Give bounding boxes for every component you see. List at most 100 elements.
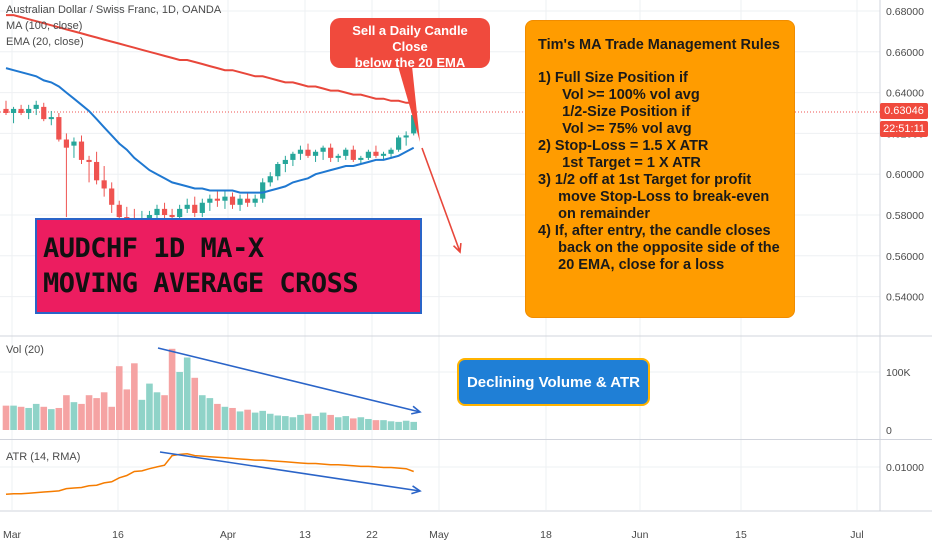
rule-line: 3) 1/2 off at 1st Target for profit — [538, 172, 752, 188]
volume-bar — [289, 417, 297, 430]
candle-countdown-tag: 22:51:11 — [880, 121, 928, 137]
volume-bar — [55, 407, 63, 430]
candle-body — [101, 180, 107, 189]
candle-body — [305, 149, 311, 156]
price-tick-label: 0.56000 — [886, 251, 924, 263]
annotation-arrows — [157, 66, 462, 495]
rule-line: 1st Target = 1 X ATR — [538, 155, 701, 171]
candle-body — [229, 196, 236, 205]
volume-bar — [334, 417, 342, 430]
candle-body — [18, 108, 24, 113]
volume-tick-label: 100K — [886, 367, 911, 379]
volume-bar — [108, 406, 115, 430]
volume-bar — [131, 363, 138, 430]
volume-bar — [266, 413, 274, 430]
rule-line: 1/2-Size Position if — [538, 104, 691, 120]
candle-body — [116, 204, 122, 218]
volume-bar — [410, 421, 417, 430]
volume-bar — [327, 414, 334, 430]
volume-bar — [357, 417, 365, 430]
volume-bar — [63, 395, 70, 430]
volume-bar — [244, 409, 251, 430]
time-axis-label: 13 — [299, 529, 311, 541]
candle-body — [275, 164, 281, 177]
ma-100-line — [6, 14, 414, 104]
sell-direction-arrow-head — [452, 242, 462, 254]
candle-body — [328, 147, 334, 158]
candle-body — [78, 141, 85, 160]
atr-legend: ATR (14, RMA) — [6, 451, 81, 463]
time-axis-label: Apr — [220, 529, 237, 541]
price-tick-label: 0.54000 — [886, 292, 924, 304]
volume-bar — [402, 420, 410, 430]
volume-bar — [17, 406, 25, 430]
volume-bar — [2, 405, 10, 430]
candle-body — [56, 117, 62, 140]
candle-body — [146, 215, 153, 220]
volume-bar — [183, 357, 191, 430]
volume-bar — [304, 413, 312, 430]
volume-bar — [146, 383, 153, 430]
atr-tick-label: 0.01000 — [886, 462, 924, 474]
volume-bar — [10, 405, 17, 430]
ma-100-path — [6, 14, 414, 104]
volume-bar — [168, 348, 176, 430]
candle-body — [380, 153, 387, 156]
volume-bar — [282, 416, 289, 430]
ma-cross-title-annotation: AUDCHF 1D MA-X MOVING AVERAGE CROSS — [35, 218, 422, 314]
volume-tick-label: 0 — [886, 425, 892, 437]
volume-bar — [274, 415, 282, 430]
candle-body — [335, 155, 341, 158]
rule-line: 1) Full Size Position if — [538, 70, 688, 86]
candle-body — [214, 198, 220, 201]
time-axis-label: May — [429, 529, 450, 541]
volume-bar — [78, 403, 85, 430]
volume-bar — [40, 406, 48, 430]
volume-bar — [342, 416, 350, 430]
ema-legend: EMA (20, close) — [6, 36, 84, 48]
candle-body — [237, 198, 243, 205]
candle-body — [320, 147, 326, 152]
candle-body — [365, 151, 371, 158]
rule-line: 2) Stop-Loss = 1.5 X ATR — [538, 138, 709, 154]
candle-body — [63, 139, 69, 148]
candle-body — [252, 198, 258, 203]
time-axis-label: Mar — [3, 529, 22, 541]
trade-rules-annotation: Tim's MA Trade Management Rules 1) Full … — [525, 20, 795, 318]
volume-bar — [199, 395, 206, 430]
candle-body — [33, 104, 39, 109]
candle-body — [260, 182, 266, 199]
atr-trend-arrow-head — [411, 485, 422, 495]
volume-bars — [2, 348, 417, 430]
volume-trend-arrow — [157, 347, 421, 413]
price-tick-label: 0.60000 — [886, 169, 924, 181]
candle-body — [245, 198, 251, 203]
volume-bar — [350, 418, 357, 430]
candle-body — [207, 198, 213, 203]
price-scale-ticks: 0.680000.660000.640000.620000.600000.580… — [886, 6, 924, 474]
volume-bar — [191, 377, 199, 430]
ema-20-line — [5, 67, 415, 194]
sell-annotation: Sell a Daily Candle Close below the 20 E… — [330, 18, 490, 70]
sell-callout-pointer — [398, 66, 420, 142]
rule-line: Vol >= 75% vol avg — [538, 121, 692, 137]
rule-line: back on the opposite side of the — [538, 240, 780, 256]
candle-body — [154, 208, 160, 215]
atr-line — [5, 453, 414, 496]
rule-line: move Stop-Loss to break-even — [538, 189, 770, 205]
time-axis-label: 22 — [366, 529, 378, 541]
volume-bar — [221, 406, 229, 430]
sell-annotation-line: below the 20 EMA — [354, 55, 466, 70]
candle-body — [3, 108, 9, 113]
candle-body — [403, 135, 409, 138]
candle-body — [297, 149, 304, 154]
candle-body — [86, 159, 92, 162]
chart-title-legend: Australian Dollar / Swiss Franc, 1D, OAN… — [6, 4, 222, 16]
volume-bar — [214, 403, 221, 430]
price-tick-label: 0.58000 — [886, 210, 924, 222]
volume-bar — [115, 366, 123, 430]
candle-body — [161, 208, 168, 215]
candle-body — [282, 159, 288, 164]
volume-bar — [93, 398, 100, 430]
candle-body — [388, 149, 394, 154]
